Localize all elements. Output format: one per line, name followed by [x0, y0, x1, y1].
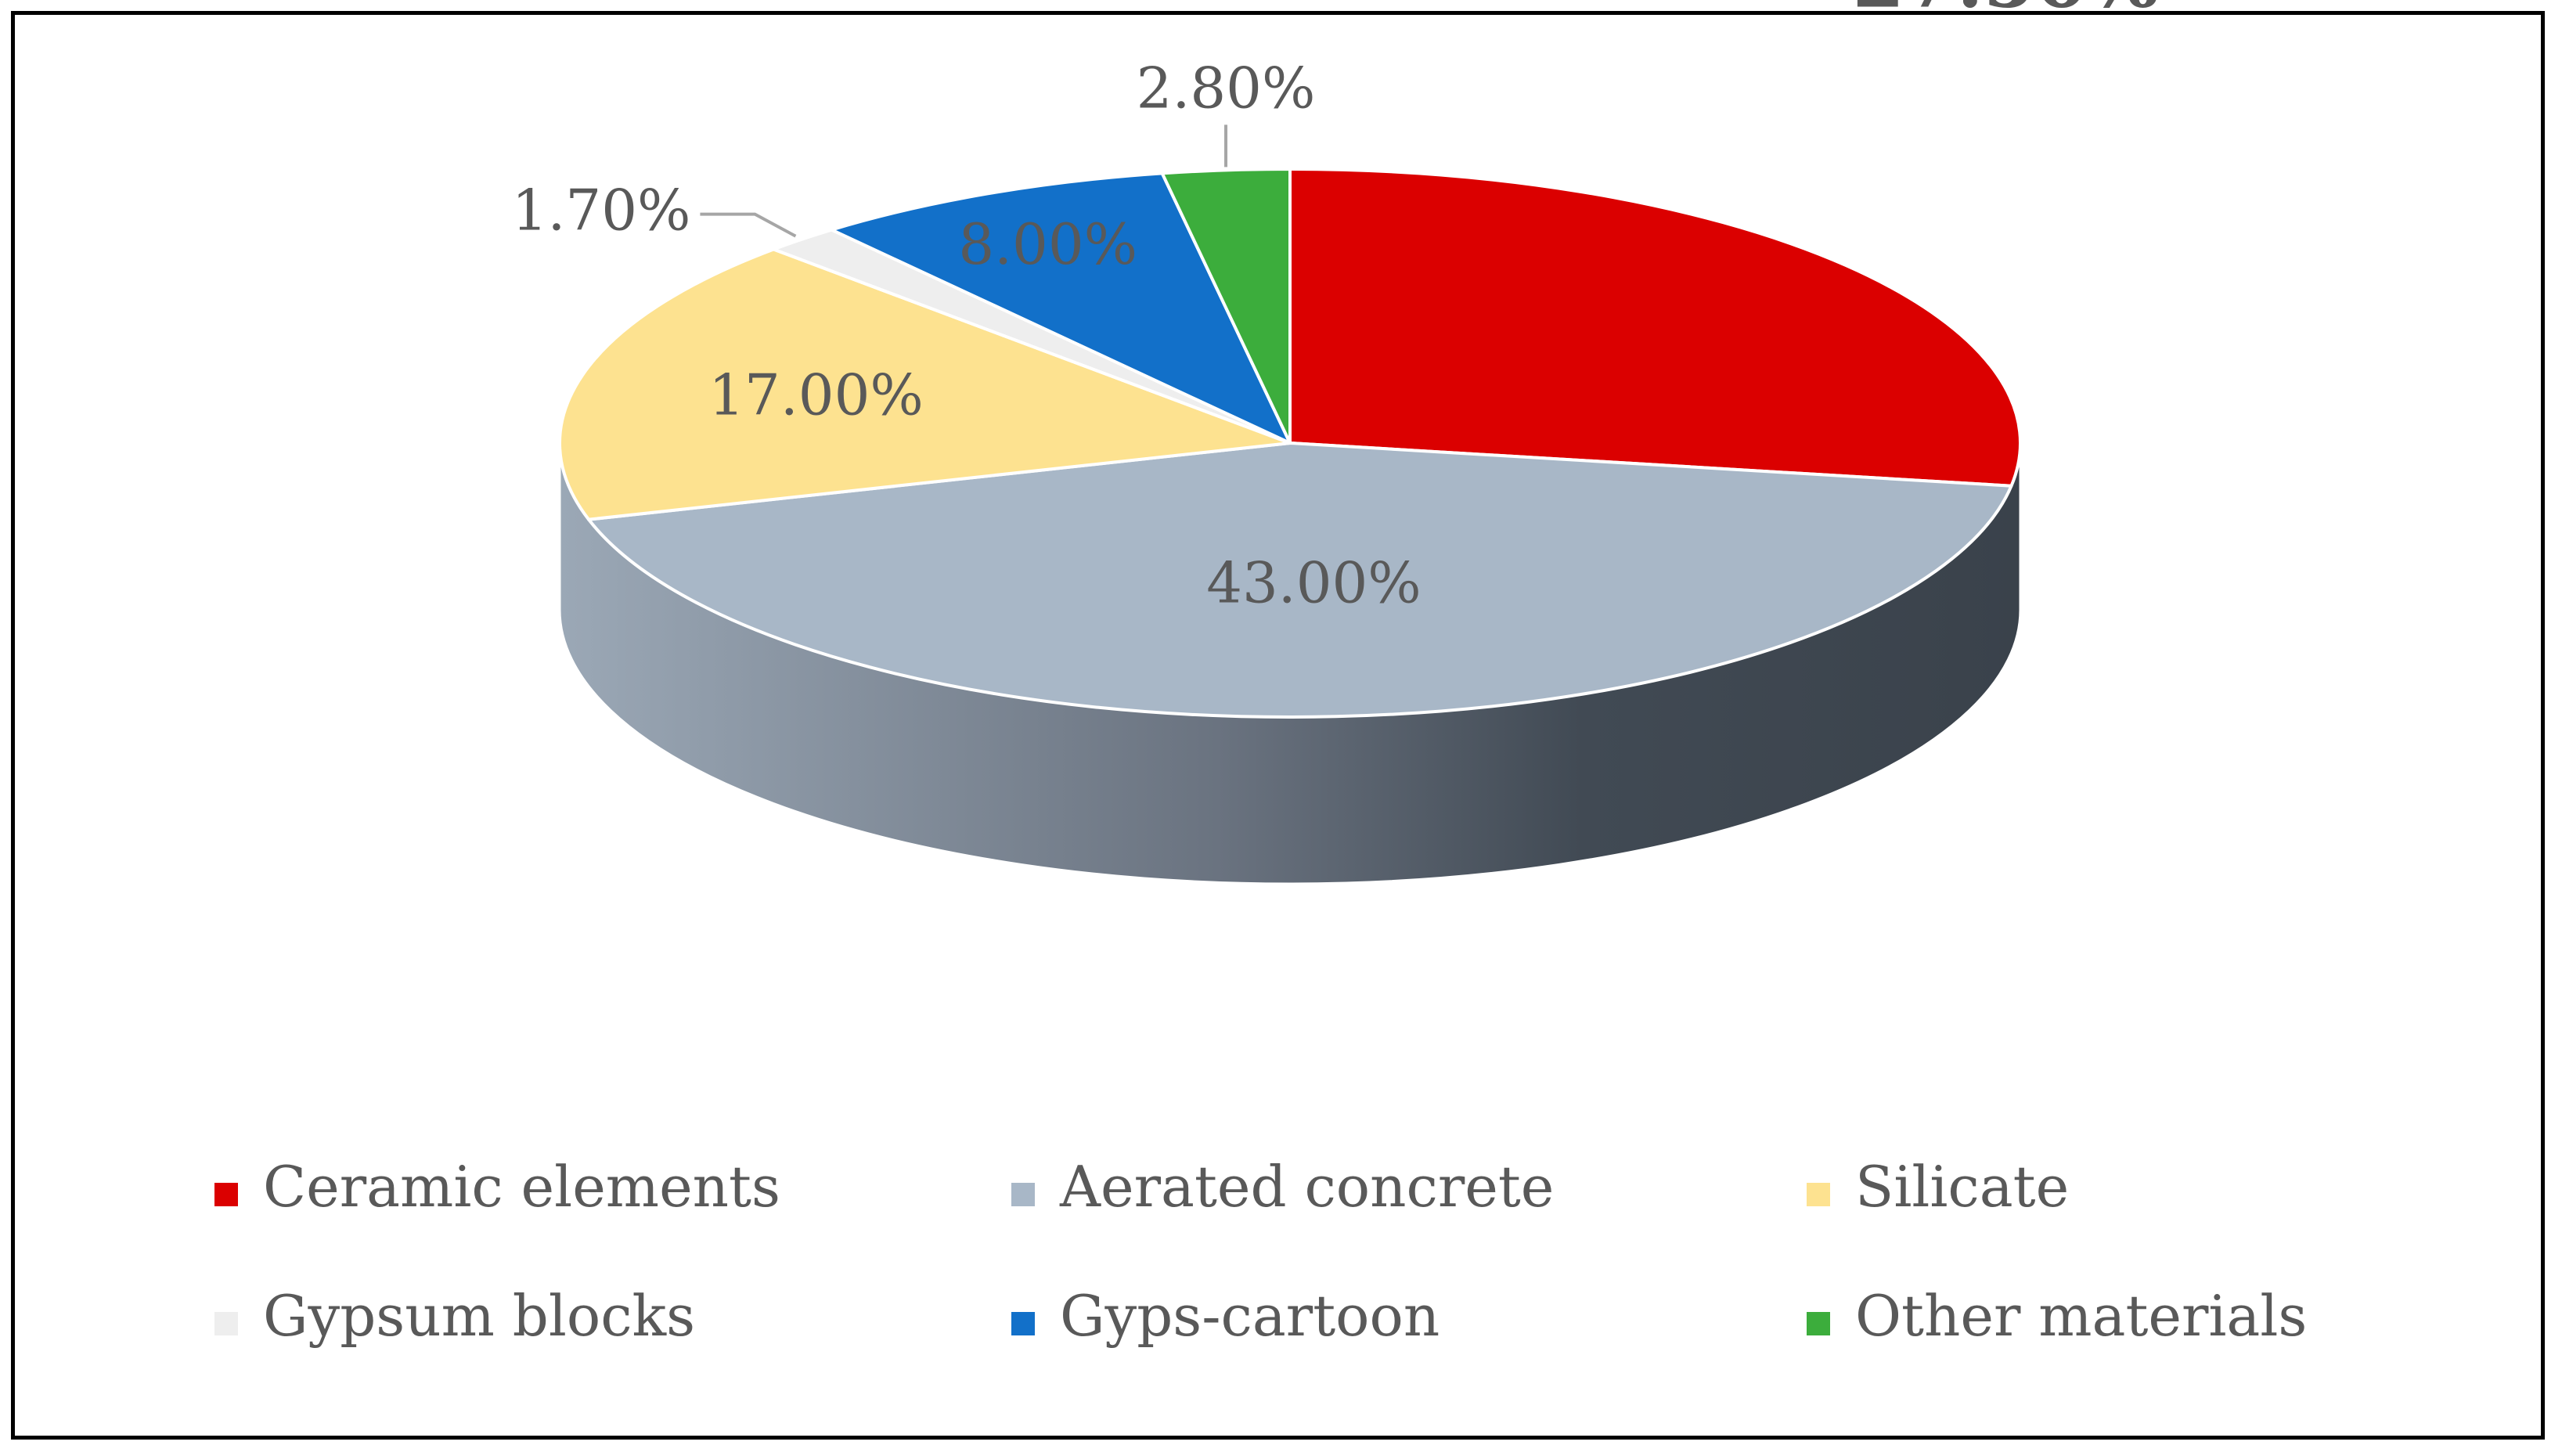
- data-label-other-materials: 2.80%: [1137, 55, 1316, 121]
- pie-slice-gyps-cartoon: [830, 171, 1292, 445]
- legend-swatch-gyps-cartoon: [1011, 1312, 1035, 1335]
- pie-slice-ceramic-elements: [1288, 168, 2022, 488]
- legend-label-silicate: Silicate: [1855, 1154, 2069, 1220]
- data-label-silicate: 17.00%: [708, 362, 924, 428]
- legend-label-gypsum-blocks: Gypsum blocks: [263, 1283, 695, 1349]
- pie-slice-silicate: [558, 247, 1292, 521]
- legend-label-aerated-concrete: Aerated concrete: [1059, 1154, 1554, 1220]
- legend-label-other-materials: Other materials: [1855, 1283, 2307, 1349]
- legend-swatch-aerated-concrete: [1011, 1183, 1035, 1206]
- pie-slice-other-materials: [1160, 168, 1292, 445]
- legend-swatch-other-materials: [1807, 1312, 1830, 1335]
- legend-swatch-ceramic-elements: [214, 1183, 238, 1206]
- data-label-aerated-concrete: 43.00%: [1206, 550, 1422, 616]
- leader-line-gypsum-blocks: [700, 212, 797, 238]
- legend-label-ceramic-elements: Ceramic elements: [263, 1154, 780, 1220]
- data-label-gyps-cartoon: 8.00%: [958, 211, 1137, 277]
- legend-swatch-silicate: [1807, 1183, 1830, 1206]
- data-label-ceramic-elements: 27.50%: [1853, 0, 2160, 25]
- legend-label-gyps-cartoon: Gyps-cartoon: [1060, 1283, 1440, 1349]
- data-label-gypsum-blocks: 1.70%: [512, 178, 691, 243]
- legend-swatch-gypsum-blocks: [214, 1312, 238, 1335]
- pie-slice-aerated-concrete: [587, 441, 2013, 719]
